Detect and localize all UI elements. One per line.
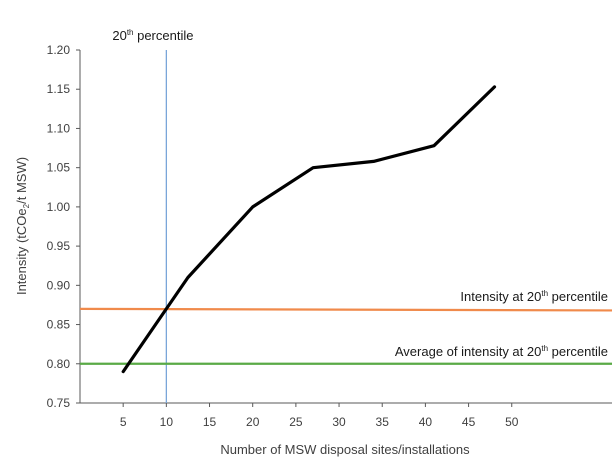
y-axis-title-main: Intensity (tCOe <box>14 208 29 295</box>
y-axis-title: Intensity (tCOe2/t MSW) <box>14 157 31 295</box>
y-axis-title-subscript: 2 <box>22 203 31 208</box>
intensity-series-line <box>121 85 497 374</box>
average-intensity-label-text: Average of intensity at 20 <box>395 344 541 359</box>
x-tick-label: 20 <box>246 415 260 429</box>
intensity-20th-percentile-label-text: Intensity at 20 <box>460 289 541 304</box>
x-tick-label: 45 <box>462 415 476 429</box>
series-group <box>121 85 497 374</box>
intensity-20th-percentile-label-suffix: percentile <box>548 289 608 304</box>
y-tick-label: 0.95 <box>47 239 71 253</box>
x-tick-label: 50 <box>505 415 519 429</box>
percentile-label-text: 20 <box>112 28 126 43</box>
x-tick-label: 40 <box>419 415 433 429</box>
y-tick-label: 1.10 <box>47 121 71 135</box>
x-tick-label: 10 <box>160 415 174 429</box>
y-tick-label: 0.80 <box>47 357 71 371</box>
y-tick-label: 0.75 <box>47 396 71 410</box>
y-tick-label: 1.00 <box>47 200 71 214</box>
x-tick-labels: 5 10 15 20 25 30 35 40 45 50 <box>120 415 519 429</box>
x-tick-label: 15 <box>203 415 217 429</box>
average-intensity-label-superscript: th <box>541 344 548 353</box>
reference-lines <box>79 50 613 403</box>
y-tick-label: 1.20 <box>47 43 71 57</box>
y-tick-label: 0.90 <box>47 278 71 292</box>
chart-axes <box>76 49 612 407</box>
x-tick-label: 30 <box>332 415 346 429</box>
y-axis-title-unit: /t MSW) <box>14 157 29 204</box>
x-axis-title: Number of MSW disposal sites/installatio… <box>220 442 470 457</box>
y-tick-labels: 0.75 0.80 0.85 0.90 0.95 1.00 1.05 1.10 1.15 1.20 <box>47 43 71 410</box>
y-tick-label: 1.15 <box>47 82 71 96</box>
x-tick-label: 25 <box>289 415 303 429</box>
intensity-20th-percentile-line <box>79 307 613 312</box>
percentile-label-suffix: percentile <box>133 28 193 43</box>
percentile-label-superscript: th <box>127 28 134 37</box>
average-intensity-label-suffix: percentile <box>548 344 608 359</box>
y-tick-label: 1.05 <box>47 161 71 175</box>
average-intensity-label: Average of intensity at 20th percentile <box>395 344 608 359</box>
intensity-20th-percentile-label: Intensity at 20th percentile <box>460 289 608 304</box>
x-tick-label: 5 <box>120 415 127 429</box>
x-tick-label: 35 <box>376 415 390 429</box>
percentile-label: 20th percentile <box>112 28 193 43</box>
y-tick-label: 0.85 <box>47 318 71 332</box>
intensity-20th-percentile-label-superscript: th <box>541 289 548 298</box>
